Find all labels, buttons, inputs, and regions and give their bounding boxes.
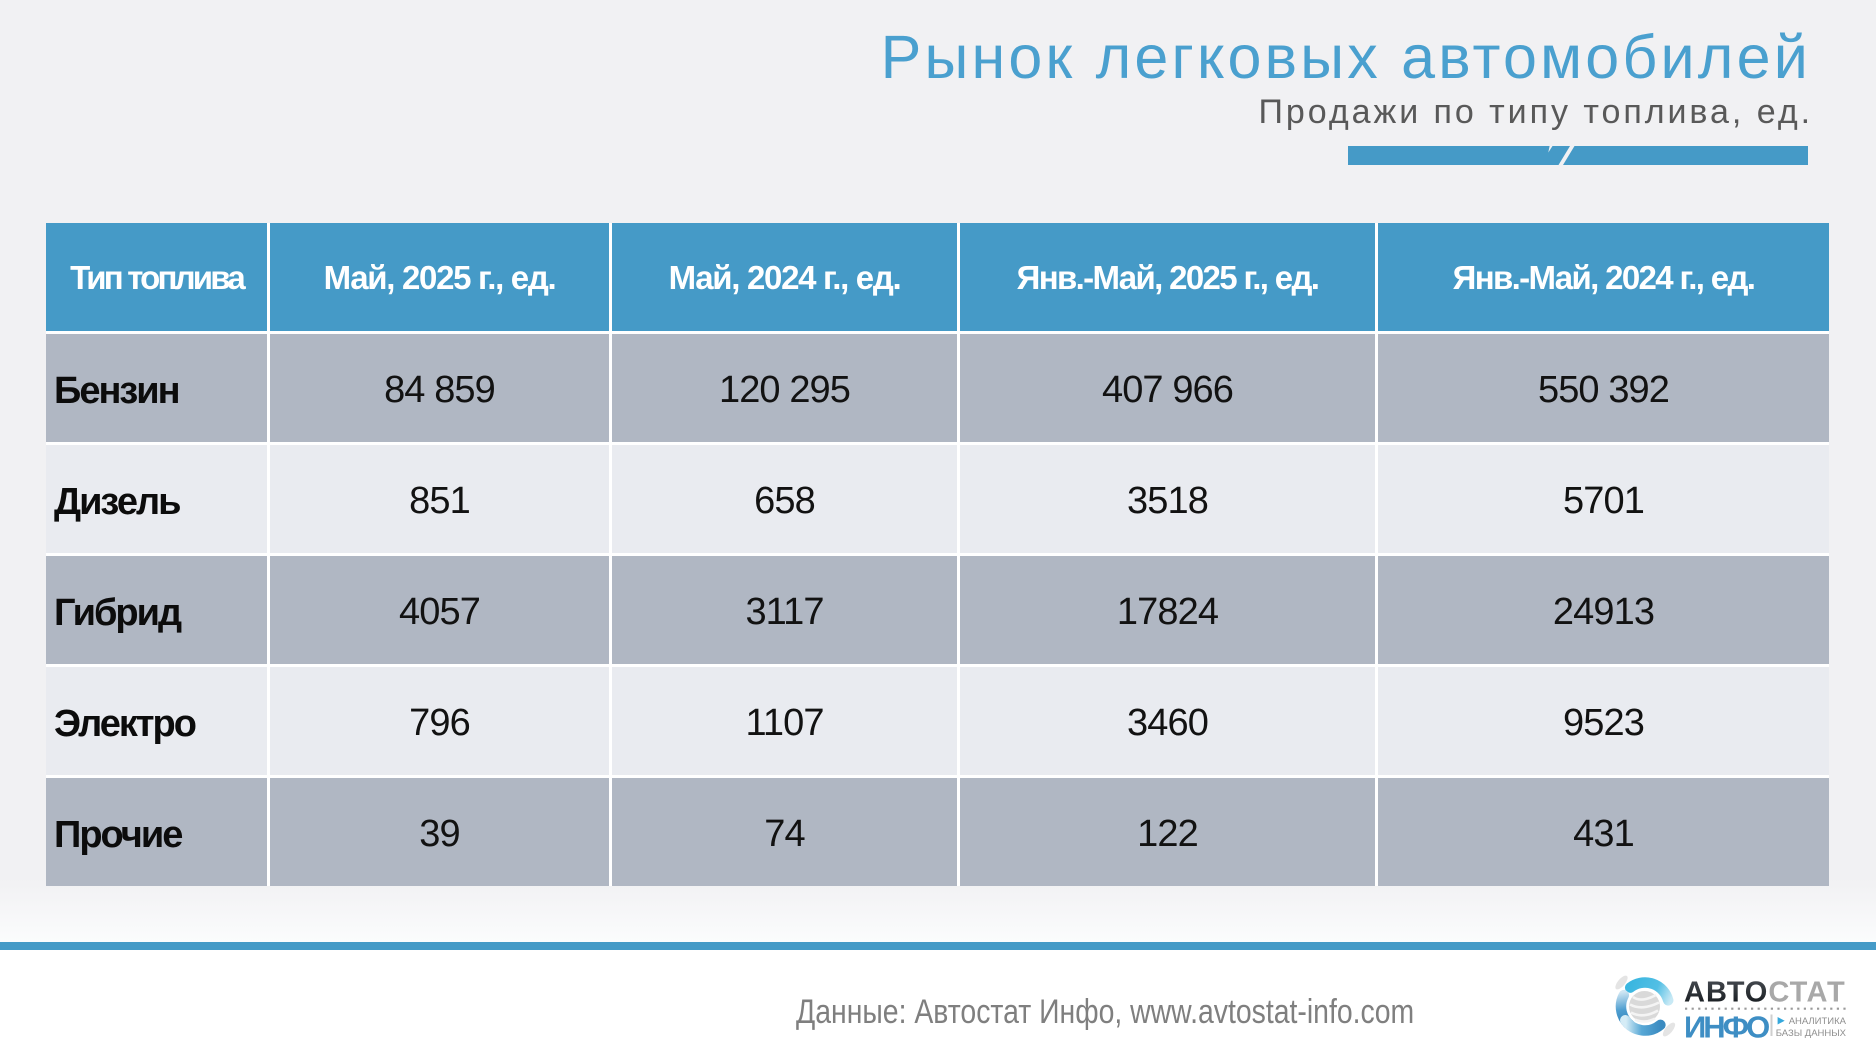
svg-text:АВТОСТАТ: АВТОСТАТ xyxy=(1684,977,1846,1009)
svg-text:ИНФО: ИНФО xyxy=(1684,1010,1769,1045)
svg-text:АНАЛИТИКА: АНАЛИТИКА xyxy=(1789,1016,1847,1027)
svg-text:БАЗЫ ДАННЫХ: БАЗЫ ДАННЫХ xyxy=(1776,1028,1847,1039)
